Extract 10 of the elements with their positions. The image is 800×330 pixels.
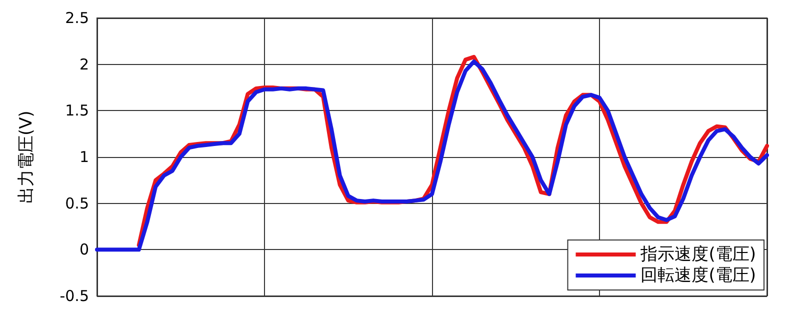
y-tick-label: 0.5: [65, 194, 89, 212]
legend-label: 回転速度(電圧): [640, 266, 756, 286]
y-tick-label: -0.5: [60, 287, 89, 305]
y-tick-label: 1.5: [65, 102, 89, 120]
y-tick-label: 0: [79, 240, 89, 259]
y-axis-title: 出力電圧(V): [16, 110, 36, 204]
y-tick-label: 2.5: [65, 9, 89, 27]
y-tick-label: 2: [79, 55, 89, 74]
y-tick-label: 1: [79, 148, 89, 166]
legend-label: 指示速度(電圧): [640, 244, 756, 264]
